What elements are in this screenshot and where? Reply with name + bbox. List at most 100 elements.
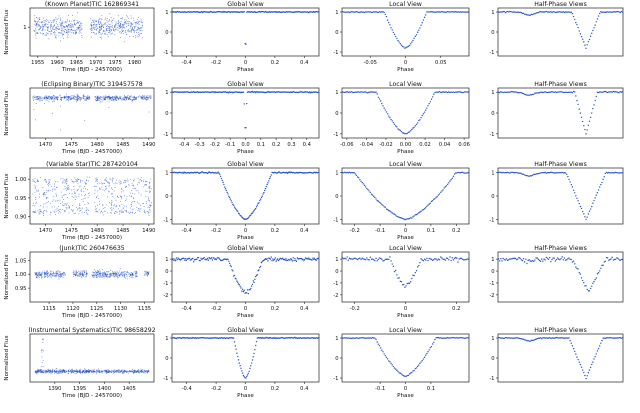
data-point [51, 370, 53, 372]
data-point [450, 91, 452, 93]
data-point [135, 271, 137, 273]
data-point [82, 370, 83, 372]
data-point [544, 11, 546, 13]
data-point [87, 210, 89, 211]
data-point [111, 29, 112, 31]
data-point [80, 97, 81, 99]
data-point [103, 272, 105, 274]
data-point [63, 96, 65, 98]
data-point [358, 257, 360, 260]
data-point [91, 30, 93, 32]
data-point [38, 370, 40, 372]
row-title: (Eclipsing Binary)TIC 319457578 [41, 81, 143, 88]
data-point [53, 100, 55, 102]
data-point [120, 97, 122, 99]
data-point [185, 259, 187, 262]
data-point [366, 11, 368, 13]
data-point [74, 370, 75, 372]
data-point [49, 189, 51, 191]
data-point [131, 23, 133, 25]
data-point [392, 213, 395, 215]
data-point [143, 181, 144, 183]
data-point [125, 187, 127, 188]
data-point [75, 275, 77, 277]
data-point [260, 261, 263, 264]
data-point [461, 11, 464, 13]
data-point [148, 370, 150, 372]
data-point [84, 273, 86, 275]
data-point [38, 212, 40, 214]
data-point [105, 274, 106, 276]
data-point [97, 370, 99, 372]
data-point [103, 30, 105, 32]
data-point [545, 256, 547, 259]
data-point [55, 37, 57, 39]
data-point [119, 95, 121, 97]
data-point [431, 200, 434, 202]
data-point [83, 274, 85, 276]
data-point [188, 257, 191, 260]
data-point [96, 98, 97, 100]
data-point [53, 272, 54, 273]
data-point [53, 370, 55, 372]
data-point [561, 256, 563, 258]
data-point [45, 98, 47, 100]
data-point [63, 188, 65, 190]
data-point [119, 21, 121, 23]
data-point [135, 271, 136, 273]
data-point [147, 211, 149, 212]
data-point [76, 95, 78, 97]
data-point [125, 211, 127, 212]
data-point [368, 91, 370, 93]
data-point [136, 22, 137, 23]
data-point [400, 217, 403, 219]
data-point [80, 32, 82, 34]
data-point [529, 175, 532, 177]
data-point [75, 271, 77, 273]
data-point [344, 171, 346, 173]
data-point [77, 180, 78, 182]
data-point [123, 272, 125, 274]
data-point [75, 33, 77, 34]
data-point [80, 210, 82, 212]
data-point [403, 283, 405, 286]
data-point [45, 276, 46, 278]
data-point [132, 274, 134, 276]
data-point [547, 91, 550, 94]
data-point [75, 24, 76, 26]
data-point [117, 371, 118, 373]
data-point [36, 271, 38, 273]
data-point [35, 23, 37, 25]
x-tick-label: 1470 [39, 142, 52, 148]
data-point [464, 11, 466, 13]
data-point [51, 99, 53, 101]
data-point [80, 190, 82, 192]
data-point [277, 259, 280, 262]
data-point [618, 258, 620, 261]
data-point [85, 182, 87, 184]
data-point [86, 96, 88, 97]
data-point [620, 172, 622, 174]
data-point [43, 350, 44, 352]
data-point [37, 24, 39, 26]
data-point [134, 95, 135, 97]
data-point [502, 171, 504, 174]
data-point [604, 90, 607, 93]
data-point [107, 272, 109, 274]
data-point [68, 31, 70, 33]
data-point [90, 370, 92, 372]
data-point [63, 26, 65, 27]
data-point [111, 98, 113, 99]
data-point [53, 188, 55, 190]
data-point [105, 29, 107, 31]
data-point [115, 205, 117, 207]
data-point [40, 371, 42, 372]
data-point [386, 208, 389, 211]
data-point [104, 22, 106, 24]
data-point [40, 369, 41, 371]
data-point [460, 91, 463, 94]
data-point [93, 370, 95, 372]
data-point [604, 172, 607, 175]
data-point [112, 19, 114, 21]
data-point [536, 257, 538, 259]
